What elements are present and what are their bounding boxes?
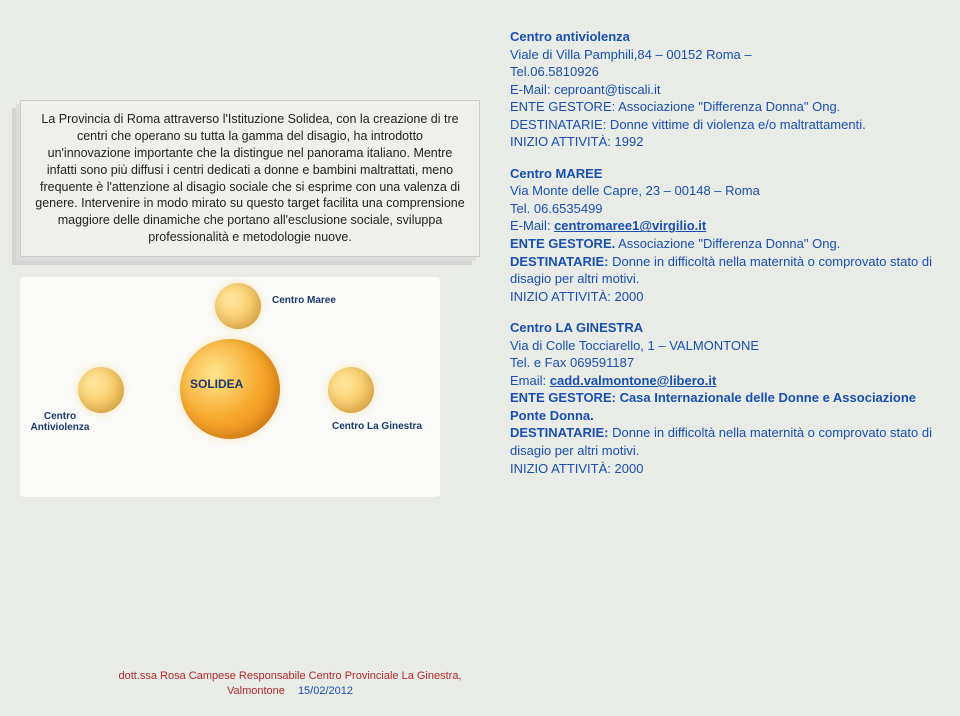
inizio-label: INIZIO ATTIVITÀ: — [510, 461, 611, 476]
inizio-label: INIZIO ATTIVITÀ: — [510, 289, 611, 304]
centre-address: Viale di Villa Pamphili,84 – 00152 Roma … — [510, 46, 940, 64]
dest-label: DESTINATARIE: — [510, 254, 608, 269]
centro-maree-sun — [215, 283, 261, 329]
ente-label: ENTE GESTORE: — [510, 390, 616, 405]
centro-maree-label: Centro Maree — [272, 295, 352, 306]
solidea-diagram: SOLIDEA Centro Maree Centro Antiviolenza… — [20, 277, 440, 497]
ente-label: ENTE GESTORE. — [510, 236, 615, 251]
inizio: 2000 — [611, 461, 644, 476]
centre-title: Centro MAREE — [510, 165, 940, 183]
email-link[interactable]: centromaree1@virgilio.it — [554, 218, 706, 233]
footer-author: dott.ssa Rosa Campese Responsabile Centr… — [118, 670, 461, 696]
dest-label: DESTINATARIE: — [510, 425, 608, 440]
inizio: 2000 — [611, 289, 644, 304]
phone-label: Tel. — [510, 64, 530, 79]
centro-antiviolenza-label: Centro Antiviolenza — [20, 411, 100, 433]
dest: Donne vittime di violenza e/o maltrattam… — [606, 117, 865, 132]
ente-label: ENTE GESTORE: — [510, 99, 615, 114]
centre-title: Centro antiviolenza — [510, 28, 940, 46]
ente: Associazione "Differenza Donna" Ong. — [615, 99, 840, 114]
email-label: Email: — [510, 373, 546, 388]
dest-label: DESTINATARIE: — [510, 117, 606, 132]
phone-label: Tel. — [510, 201, 530, 216]
intro-text: La Provincia di Roma attraverso l'Istitu… — [35, 112, 464, 244]
footer: dott.ssa Rosa Campese Responsabile Centr… — [90, 669, 490, 698]
phone-label: Tel. e Fax — [510, 355, 566, 370]
email-label: E-Mail: — [510, 82, 550, 97]
centre-title: Centro LA GINESTRA — [510, 319, 940, 337]
solidea-center-label: SOLIDEA — [190, 377, 243, 391]
centre-ginestra: Centro LA GINESTRA Via di Colle Tocciare… — [510, 319, 940, 477]
email-label: E-Mail: — [510, 218, 550, 233]
centre-address: Via di Colle Tocciarello, 1 – VALMONTONE — [510, 337, 940, 355]
inizio-label: INIZIO ATTIVITÀ: — [510, 134, 611, 149]
phone: 06.6535499 — [530, 201, 602, 216]
centro-antiviolenza-sun — [78, 367, 124, 413]
phone: 06.5810926 — [530, 64, 599, 79]
centres-column: Centro antiviolenza Viale di Villa Pamph… — [510, 28, 940, 491]
intro-text-box: La Provincia di Roma attraverso l'Istitu… — [20, 100, 480, 257]
footer-date: 15/02/2012 — [298, 685, 353, 697]
ente: Associazione "Differenza Donna" Ong. — [615, 236, 840, 251]
centre-address: Via Monte delle Capre, 23 – 00148 – Roma — [510, 182, 940, 200]
inizio: 1992 — [611, 134, 644, 149]
phone: 069591187 — [566, 355, 634, 370]
email: ceproant@tiscali.it — [554, 82, 660, 97]
centro-ginestra-label: Centro La Ginestra — [322, 421, 432, 432]
email-link[interactable]: cadd.valmontone@libero.it — [550, 373, 717, 388]
centro-ginestra-sun — [328, 367, 374, 413]
centre-antiviolenza: Centro antiviolenza Viale di Villa Pamph… — [510, 28, 940, 151]
centre-maree: Centro MAREE Via Monte delle Capre, 23 –… — [510, 165, 940, 305]
